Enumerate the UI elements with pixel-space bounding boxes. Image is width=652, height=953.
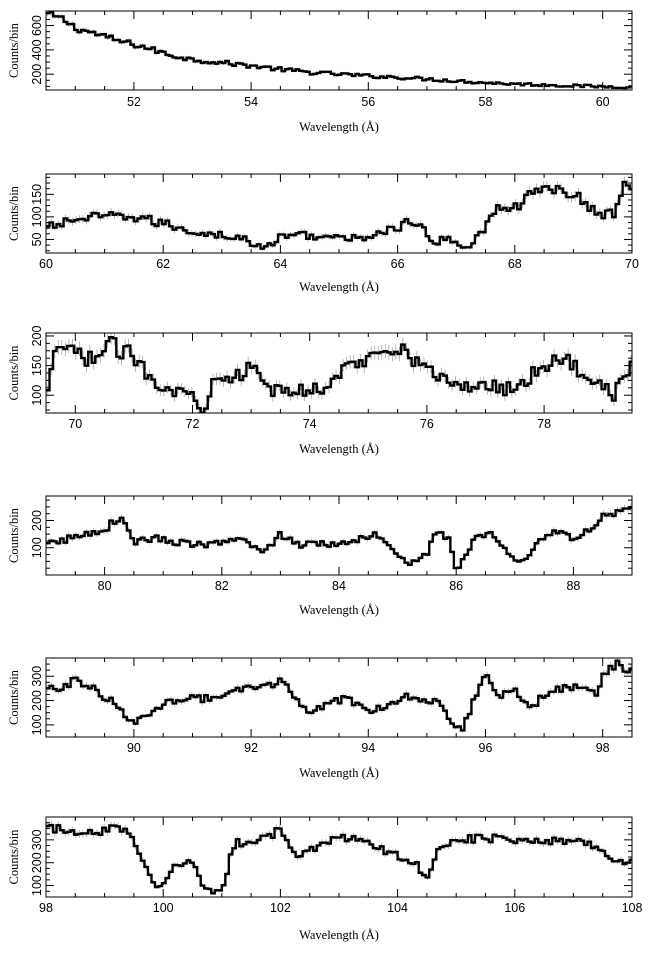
spectrum-line — [46, 506, 632, 570]
plot-frame — [45, 10, 633, 91]
spectrum-line — [46, 335, 632, 413]
y-tick-label: 300 — [30, 829, 44, 850]
y-tick-label: 200 — [30, 852, 44, 873]
y-tick-label: 150 — [30, 355, 44, 376]
ticks — [45, 496, 633, 576]
ticks — [45, 333, 633, 413]
x-tick-label: 60 — [39, 257, 53, 271]
x-tick-label: 60 — [596, 95, 610, 109]
y-tick-label: 200 — [30, 64, 44, 85]
x-tick-label: 66 — [391, 257, 405, 271]
x-tick-label: 106 — [504, 901, 525, 915]
ticks — [45, 816, 633, 898]
x-axis-title: Wavelength (Å) — [299, 928, 379, 942]
ticks — [45, 11, 633, 90]
y-axis-title: Counts/bin — [7, 669, 21, 725]
spectrum-panel: 70 72 74 76 78 100 150 200 Wavelength (Å) Counts/… — [7, 325, 633, 456]
y-axis-title: Counts/bin — [7, 507, 21, 563]
ticks — [45, 174, 633, 253]
spectrum-line — [46, 823, 632, 895]
y-tick-label: 100 — [30, 875, 44, 896]
y-tick-label: 400 — [30, 39, 44, 60]
x-axis-title: Wavelength (Å) — [299, 120, 379, 134]
x-tick-label: 64 — [273, 257, 287, 271]
x-tick-label: 102 — [270, 901, 291, 915]
x-axis-title: Wavelength (Å) — [299, 442, 379, 456]
y-tick-label: 300 — [30, 666, 44, 687]
error-bars — [47, 658, 632, 733]
y-axis-title: Counts/bin — [7, 22, 21, 78]
y-tick-label: 100 — [30, 714, 44, 735]
y-tick-label: 200 — [30, 510, 44, 531]
y-tick-label: 50 — [30, 232, 44, 246]
x-tick-label: 108 — [622, 901, 643, 915]
x-tick-label: 98 — [596, 741, 610, 755]
error-bars — [47, 11, 632, 90]
x-tick-label: 52 — [127, 95, 141, 109]
y-tick-label: 600 — [30, 15, 44, 36]
plot-frame — [45, 332, 633, 414]
x-tick-label: 62 — [156, 257, 170, 271]
x-tick-label: 88 — [566, 579, 580, 593]
y-axis-title: Counts/bin — [7, 345, 21, 401]
y-tick-label: 100 — [30, 537, 44, 558]
y-tick-label: 200 — [30, 325, 44, 346]
x-tick-label: 54 — [244, 95, 258, 109]
x-tick-label: 58 — [479, 95, 493, 109]
spectrum-panel: 98 100 102 104 106 108 100 200 300 Wavelength (Å)… — [7, 816, 643, 942]
plot-frame — [45, 816, 633, 898]
spectrum-panel: 90 92 94 96 98 100 200 300 Wavelength (Å) Counts/… — [7, 657, 633, 780]
x-tick-label: 98 — [39, 901, 53, 915]
x-tick-label: 90 — [127, 741, 141, 755]
y-tick-label: 100 — [30, 385, 44, 406]
y-axis-title: Counts/bin — [7, 829, 21, 885]
y-tick-label: 200 — [30, 690, 44, 711]
y-tick-label: 100 — [30, 206, 44, 227]
x-tick-label: 94 — [361, 741, 375, 755]
x-tick-label: 96 — [479, 741, 493, 755]
error-bars — [47, 503, 632, 570]
x-axis-title: Wavelength (Å) — [299, 603, 379, 617]
x-tick-label: 82 — [215, 579, 229, 593]
x-tick-label: 92 — [244, 741, 258, 755]
spectrum-line — [46, 11, 632, 90]
x-tick-label: 70 — [625, 257, 639, 271]
ticks — [45, 657, 633, 738]
x-tick-label: 76 — [420, 417, 434, 431]
x-tick-label: 84 — [332, 579, 346, 593]
spectrum-line — [46, 659, 632, 732]
x-tick-label: 100 — [153, 901, 174, 915]
x-tick-label: 72 — [186, 417, 200, 431]
y-axis-title: Counts/bin — [7, 185, 21, 241]
spectrum-panel: 52 54 56 58 60 200 400 600 Wavelength (Å) Counts/… — [7, 10, 633, 134]
x-tick-label: 70 — [68, 417, 82, 431]
x-tick-label: 86 — [449, 579, 463, 593]
x-tick-label: 78 — [537, 417, 551, 431]
x-tick-label: 56 — [361, 95, 375, 109]
x-axis-title: Wavelength (Å) — [299, 280, 379, 294]
x-tick-label: 80 — [98, 579, 112, 593]
spectrum-line — [46, 180, 632, 250]
x-tick-label: 74 — [303, 417, 317, 431]
error-bars — [47, 821, 632, 896]
x-axis-title: Wavelength (Å) — [299, 766, 379, 780]
error-bars — [47, 333, 632, 413]
x-tick-label: 68 — [508, 257, 522, 271]
y-tick-label: 150 — [30, 184, 44, 205]
x-tick-label: 104 — [387, 901, 408, 915]
spectrum-panel: 80 82 84 86 88 100 200 Wavelength (Å) Counts/bin — [7, 495, 633, 617]
